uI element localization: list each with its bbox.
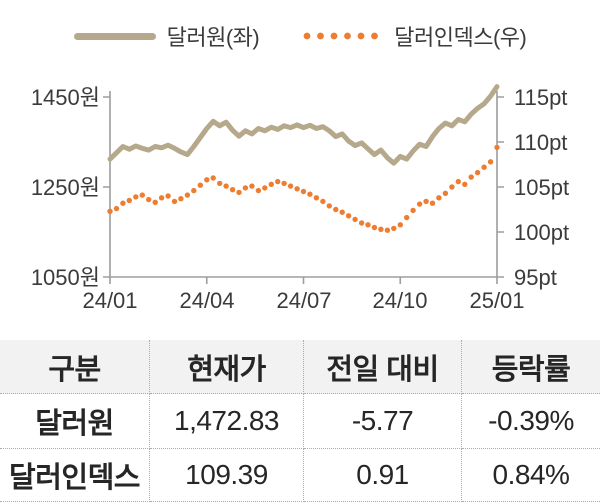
right-axis-tick: 95pt (514, 265, 557, 290)
row-krw-pct: -0.39% (462, 394, 600, 449)
summary-table: 구분 현재가 전일 대비 등락률 달러원 1,472.83 -5.77 -0.3… (0, 340, 600, 502)
legend-label-dxy: 달러인덱스(우) (394, 25, 527, 50)
row-dxy-pct: 0.84% (462, 449, 600, 502)
legend-label-krw: 달러원(좌) (166, 25, 260, 50)
col-header-category: 구분 (0, 340, 150, 394)
row-krw-change: -5.77 (304, 394, 462, 449)
row-dxy-change: 0.91 (304, 449, 462, 502)
x-axis-tick: 24/10 (372, 288, 428, 313)
left-axis-tick: 1050원 (30, 265, 100, 290)
krw-line-swatch (73, 32, 156, 40)
x-axis-tick: 24/01 (82, 288, 138, 313)
x-axis-tick: 24/07 (276, 288, 332, 313)
col-header-price: 현재가 (150, 340, 304, 394)
row-krw-price: 1,472.83 (150, 394, 304, 449)
left-axis-tick: 1450원 (30, 85, 100, 110)
x-axis-tick: 25/01 (469, 288, 525, 313)
col-header-change: 전일 대비 (304, 340, 462, 394)
legend-item-dxy: 달러인덱스(우) (303, 20, 527, 52)
legend-item-krw: 달러원(좌) (73, 20, 260, 52)
row-krw-label: 달러원 (0, 394, 150, 449)
fx-line-chart: 1450원 1250원 1050원 115pt 110pt 105pt 100p… (30, 84, 570, 313)
row-dxy-label: 달러인덱스 (0, 449, 150, 502)
left-axis-tick: 1250원 (30, 175, 100, 200)
right-axis-tick: 110pt (514, 130, 568, 155)
row-dxy-price: 109.39 (150, 449, 304, 502)
right-axis-tick: 105pt (514, 175, 570, 200)
col-header-pct: 등락률 (462, 340, 600, 394)
right-axis-tick: 115pt (514, 85, 568, 110)
dxy-dots-swatch (303, 32, 384, 40)
right-axis-tick: 100pt (514, 220, 570, 245)
chart-canvas (103, 84, 504, 284)
x-axis-tick: 24/04 (179, 288, 235, 313)
chart-legend: 달러원(좌) 달러인덱스(우) (0, 16, 600, 56)
